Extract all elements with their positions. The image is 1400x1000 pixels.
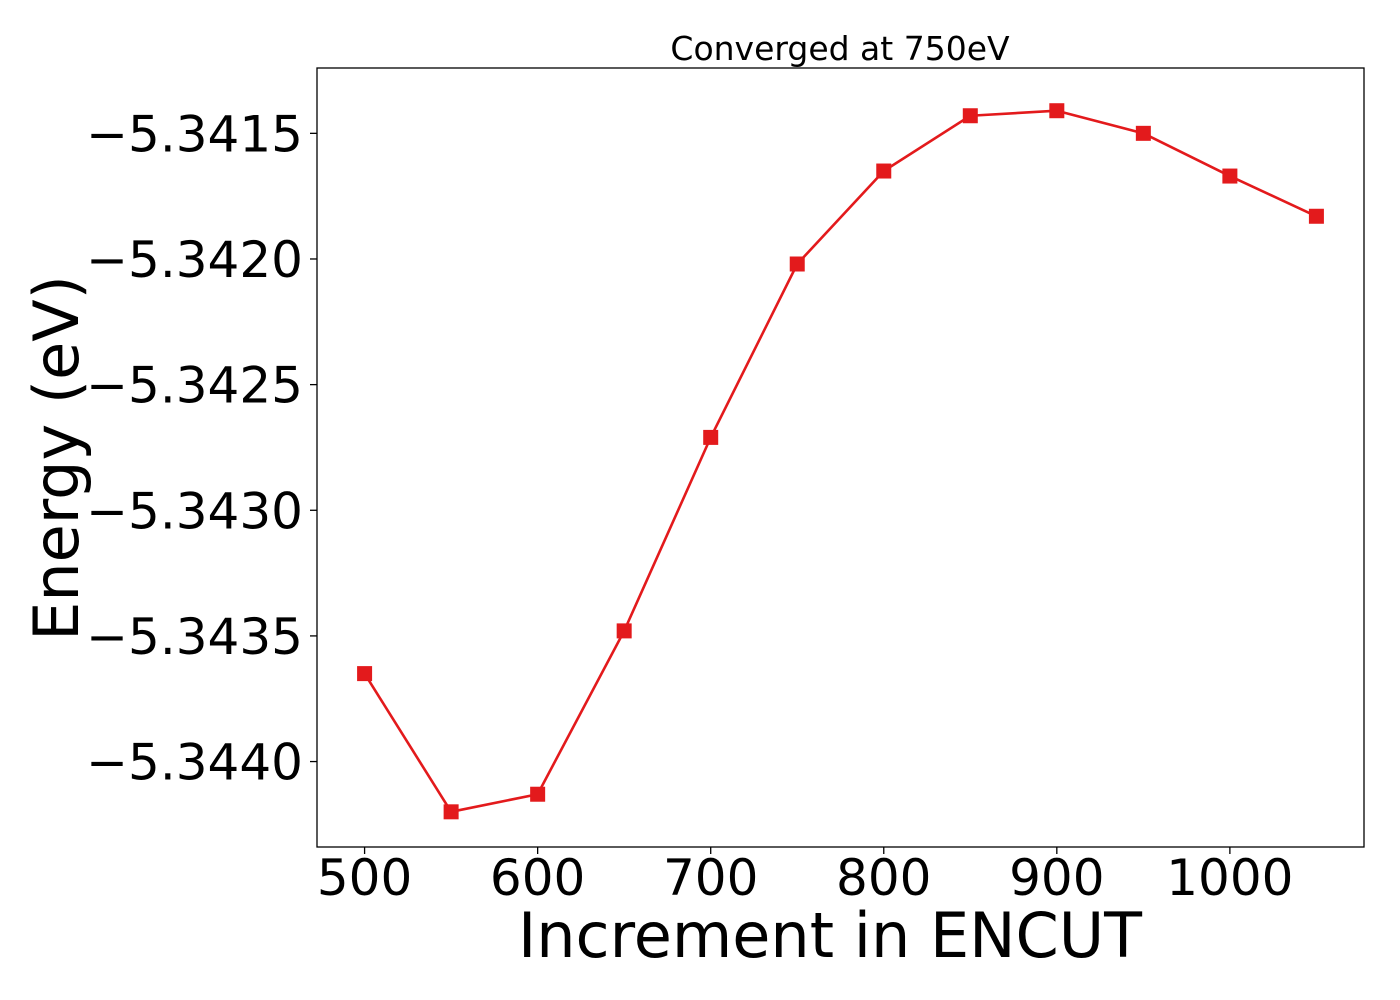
data-point-marker <box>962 108 978 124</box>
data-point-marker <box>876 163 892 179</box>
x-axis-ticks: 500 600 700 800 900 1000 <box>317 847 1294 907</box>
data-point-marker <box>1222 168 1238 184</box>
chart-title: Converged at 750eV <box>670 29 1010 68</box>
x-tick-label: 700 <box>663 849 758 907</box>
y-tick-label: −5.3415 <box>86 105 303 163</box>
data-point-marker <box>1135 125 1151 141</box>
data-point-marker <box>616 623 632 639</box>
plot-area-frame <box>316 67 1365 848</box>
x-tick-label: 500 <box>317 849 412 907</box>
series-line <box>363 109 1317 814</box>
data-point-marker <box>703 429 719 445</box>
y-tick-label: −5.3435 <box>86 608 303 666</box>
data-point-marker <box>1308 208 1324 224</box>
y-axis-label: Energy (eV) <box>20 275 93 641</box>
data-point-marker <box>1049 103 1065 119</box>
data-point-marker <box>357 666 373 682</box>
x-tick-label: 800 <box>836 849 931 907</box>
y-tick-label: −5.3425 <box>86 357 303 415</box>
data-point-marker <box>530 786 546 802</box>
x-axis-label: Increment in ENCUT <box>518 899 1143 972</box>
data-point-marker <box>443 804 459 820</box>
x-tick-label: 1000 <box>1166 849 1293 907</box>
x-tick-label: 900 <box>1009 849 1104 907</box>
data-point-marker <box>789 256 805 272</box>
y-tick-label: −5.3440 <box>86 734 303 792</box>
y-tick-label: −5.3430 <box>86 482 303 540</box>
y-axis-ticks: −5.3415 −5.3420 −5.3425 −5.3430 −5.3435 −5.34… <box>86 105 317 792</box>
series-layer <box>357 103 1324 820</box>
x-tick-label: 600 <box>490 849 585 907</box>
y-tick-label: −5.3420 <box>86 231 303 289</box>
